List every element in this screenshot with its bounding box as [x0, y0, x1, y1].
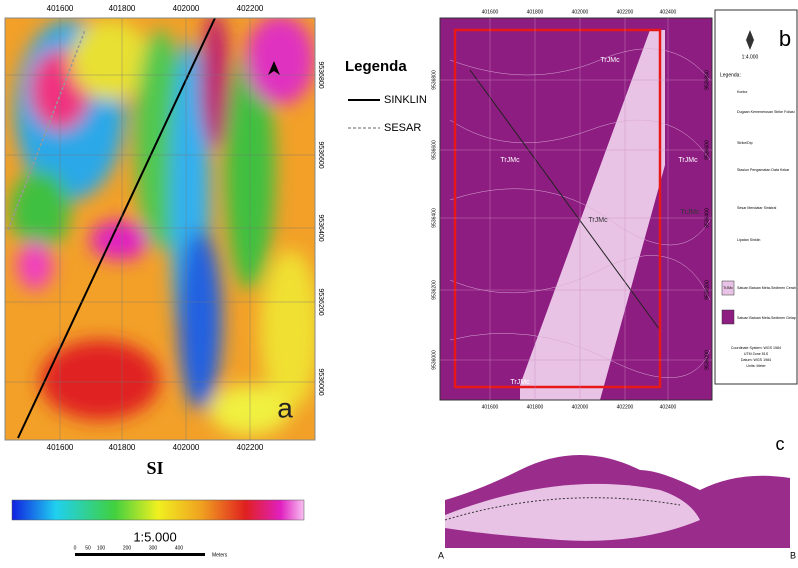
unit-label: TrJMc — [600, 57, 620, 64]
map-scale: 1:4.000 — [742, 54, 759, 60]
legend-item: Strike/Dip — [737, 141, 753, 145]
y-tick-label: 9536400 — [317, 214, 324, 241]
y-tick-label: 9536800 — [431, 70, 437, 90]
scale-text: 1:5.000 — [133, 529, 176, 544]
legend-item: Satuan Batuan Meta-Sedimen Gelap — [737, 316, 796, 320]
legend-item: Kontur — [737, 90, 748, 94]
y-tick-label: 9536000 — [431, 350, 437, 370]
unit-label: TrJMc — [680, 209, 700, 216]
legend-item: Lipatan Sinklin — [737, 238, 760, 242]
x-tick-label: 402000 — [572, 9, 589, 15]
x-tick-label: 402200 — [617, 404, 634, 410]
legend-item: Sesar Mendatar Sinistral — [737, 206, 777, 210]
scale-label: 200 — [123, 545, 132, 551]
x-tick-label: 402000 — [572, 404, 589, 410]
y-tick-label: 9536200 — [431, 280, 437, 300]
legend-footer: Datum: WGS 1984 — [741, 358, 771, 362]
scale-label: 0 — [74, 545, 77, 551]
x-tick-label: 401600 — [482, 404, 499, 410]
legend-item: SINKLIN — [384, 94, 427, 106]
scale-unit: Meters — [212, 552, 228, 558]
susceptibility-map — [5, 10, 320, 440]
x-tick-label: 401800 — [109, 4, 136, 13]
scale-bar — [75, 553, 205, 556]
y-tick-label: 9536600 — [317, 141, 324, 168]
y-tick-label: 9536200 — [317, 288, 324, 315]
legend-item: Satuan Batuan Meta-Sedimen Cerah — [737, 286, 796, 290]
section-end: B — [790, 550, 796, 560]
scale-label: 100 — [97, 545, 106, 551]
y-tick-label: 9536800 — [317, 61, 324, 88]
colorbar-title: SI — [146, 458, 163, 478]
figure: a Legenda SINKLIN SESAR SI 1:5.000 Meter… — [0, 0, 798, 568]
x-tick-label: 402000 — [173, 4, 200, 13]
unit-label: TrJMc — [500, 157, 520, 164]
legend-item: Dugaan Kemenerusan Strike Foliasi — [737, 110, 795, 114]
panel-label: a — [277, 392, 293, 423]
x-tick-label: 402400 — [660, 9, 677, 15]
x-tick-label: 401600 — [482, 9, 499, 15]
legend-unit: TrJMc — [723, 286, 733, 290]
y-tick-label: 9536000 — [317, 368, 324, 395]
panel-label: c — [776, 434, 785, 454]
y-tick-label: 9536600 — [431, 140, 437, 160]
scale-label: 50 — [85, 545, 91, 551]
x-tick-label: 401600 — [47, 443, 74, 452]
x-tick-label: 402000 — [173, 443, 200, 452]
panel-label: b — [779, 26, 791, 51]
legend-item: Stasiun Pengamatan Data Kekar — [737, 168, 790, 172]
legend-swatch — [722, 310, 734, 324]
map-legend-box — [715, 10, 797, 384]
scale-label: 300 — [149, 545, 158, 551]
legend-title: Legenda — [345, 58, 407, 75]
scale-label: 400 — [175, 545, 184, 551]
x-tick-label: 401600 — [47, 4, 74, 13]
section-end: A — [438, 550, 444, 560]
legend-footer: UTM Zone 51S — [744, 352, 769, 356]
legend-item: SESAR — [384, 122, 421, 134]
unit-label: TrJMc — [678, 157, 698, 164]
map-legend-title: Legenda: — [720, 72, 741, 78]
legend-footer: Units: Meter — [746, 364, 766, 368]
x-tick-label: 401800 — [527, 404, 544, 410]
x-tick-label: 402200 — [617, 9, 634, 15]
unit-label: TrJMc — [510, 379, 530, 386]
x-tick-label: 402400 — [660, 404, 677, 410]
legend-footer: Coordinate System: WGS 1984 — [731, 346, 781, 350]
y-tick-label: 9536400 — [431, 208, 437, 228]
colorbar — [12, 500, 304, 520]
x-tick-label: 401800 — [109, 443, 136, 452]
x-tick-label: 401800 — [527, 9, 544, 15]
unit-label: TrJMc — [588, 217, 608, 224]
x-tick-label: 402200 — [237, 443, 264, 452]
x-tick-label: 402200 — [237, 4, 264, 13]
